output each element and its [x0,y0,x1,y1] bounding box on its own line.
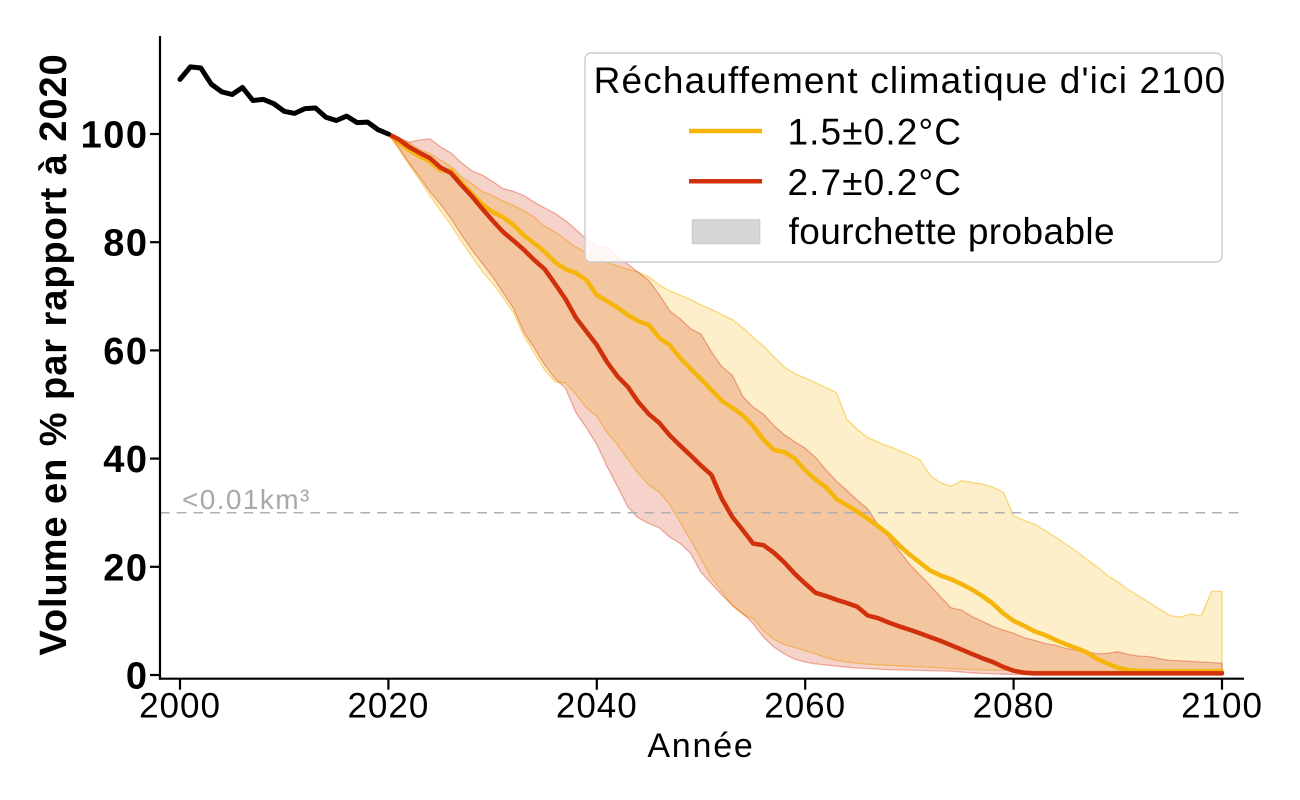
svg-text:1.5±0.2°C: 1.5±0.2°C [788,112,963,153]
svg-text:<0.01km³: <0.01km³ [182,484,311,515]
svg-text:2020: 2020 [347,687,429,726]
svg-text:2080: 2080 [973,687,1055,726]
svg-text:60: 60 [103,331,148,373]
svg-text:40: 40 [103,439,148,481]
svg-text:2000: 2000 [139,687,221,726]
svg-text:80: 80 [103,223,148,265]
svg-text:20: 20 [103,547,148,589]
svg-text:2.7±0.2°C: 2.7±0.2°C [788,162,963,203]
svg-text:fourchette probable: fourchette probable [789,211,1115,252]
svg-text:0: 0 [126,656,149,698]
svg-text:2040: 2040 [556,687,638,726]
svg-text:2100: 2100 [1181,687,1263,726]
svg-text:100: 100 [81,115,149,157]
svg-text:Année: Année [647,727,754,765]
svg-text:Réchauffement climatique d'ici: Réchauffement climatique d'ici 2100 [594,60,1227,101]
svg-text:Volume en % par rapport à 2020: Volume en % par rapport à 2020 [33,53,75,655]
svg-text:2060: 2060 [764,687,846,726]
